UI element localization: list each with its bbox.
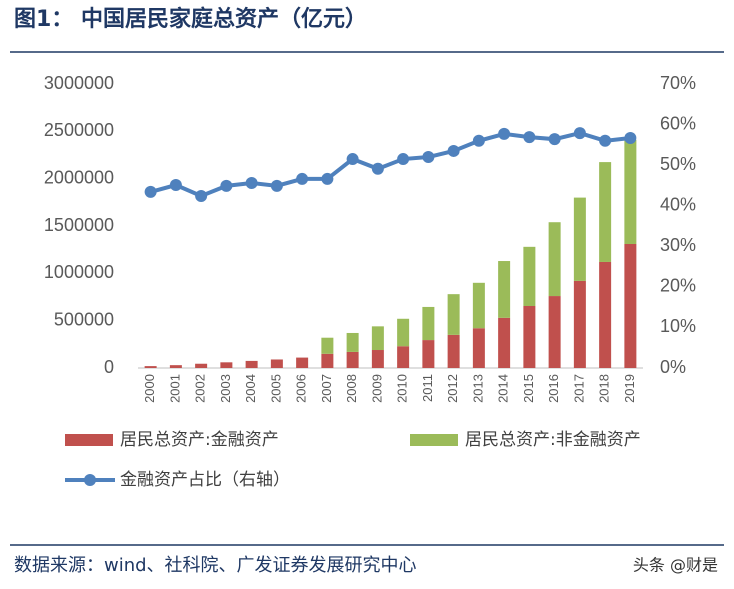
legend-label: 居民总资产:金融资产 [120,430,279,450]
marker [498,127,511,140]
y2-tick-label: 0% [660,357,686,377]
source: 数据来源：wind、社科院、广发证券发展研究中心 [14,555,417,576]
bar [321,353,334,368]
y2-tick-label: 40% [660,194,696,214]
bar [144,366,157,368]
bar [599,162,612,262]
bar [498,317,511,368]
bar [447,334,460,368]
marker [624,131,637,144]
bar [397,346,410,368]
x-tick-label: 2013 [470,374,485,403]
bar [296,357,309,368]
x-tick-label: 2018 [597,374,612,403]
x-tick-label: 2003 [218,374,233,403]
marker [523,131,536,144]
marker [169,179,182,192]
y-tick-label: 2000000 [44,167,114,187]
x-tick-label: 2007 [319,374,334,403]
marker [371,162,384,175]
bar [195,363,208,368]
bar [169,365,182,368]
y-tick-label: 1000000 [44,262,114,282]
bar [523,305,536,368]
x-tick-label: 2009 [369,374,384,403]
x-tick-label: 2004 [243,374,258,403]
y2-tick-label: 70% [660,73,696,93]
chart-title: 图1： 中国居民家庭总资产（亿元） [14,6,367,32]
y2-tick-label: 10% [660,316,696,336]
marker [447,144,460,157]
bar [422,340,435,368]
x-tick-label: 2014 [496,374,511,403]
bar [220,362,233,368]
legend-swatch [410,434,458,446]
bar [422,306,435,341]
x-tick-label: 2012 [445,374,460,403]
x-tick-label: 2000 [142,374,157,403]
marker [573,127,586,140]
bar [447,294,460,335]
bar [472,328,485,368]
x-tick-label: 2017 [571,374,586,403]
bar [624,243,637,368]
legend-marker [84,474,96,486]
x-tick-label: 2006 [294,374,309,403]
marker [321,172,334,185]
bar [346,351,359,368]
marker [346,153,359,166]
bar [573,280,586,368]
x-tick-label: 2011 [420,374,435,402]
bar [346,332,359,352]
marker [296,172,309,185]
marker [144,185,157,198]
watermark: 头条 @财是 [633,556,718,575]
bar [624,139,637,244]
x-tick-label: 2008 [344,374,359,403]
x-tick-label: 2015 [521,374,536,403]
bar [472,282,485,329]
y2-tick-label: 60% [660,113,696,133]
x-tick-label: 2019 [622,374,637,403]
marker [397,153,410,166]
y-tick-label: 3000000 [44,73,114,93]
marker [548,133,561,146]
bar [548,296,561,368]
marker [472,134,485,147]
x-tick-label: 2005 [268,374,283,403]
bar [599,261,612,368]
marker [245,176,258,189]
bar [371,326,384,351]
marker [195,189,208,202]
bar [498,261,511,318]
y2-tick-label: 30% [660,235,696,255]
x-tick-label: 2001 [167,374,182,403]
bar [371,350,384,368]
legend-label: 金融资产占比（右轴） [120,470,290,490]
marker [220,179,233,192]
y2-tick-label: 20% [660,276,696,296]
x-tick-label: 2002 [193,374,208,403]
bar [523,246,536,306]
y-tick-label: 2500000 [44,120,114,140]
legend-swatch [65,434,113,446]
marker [422,151,435,164]
bar [270,359,283,368]
y-tick-label: 1500000 [44,215,114,235]
y-tick-label: 0 [104,357,114,377]
y2-tick-label: 50% [660,154,696,174]
legend-label: 居民总资产:非金融资产 [465,430,641,450]
bar [321,337,334,354]
bar [397,318,410,347]
x-tick-label: 2010 [395,374,410,403]
bar [245,360,258,368]
x-tick-label: 2016 [546,374,561,403]
marker [599,134,612,147]
bar [548,222,561,297]
bar [573,197,586,281]
y-tick-label: 500000 [54,309,114,329]
marker [270,179,283,192]
